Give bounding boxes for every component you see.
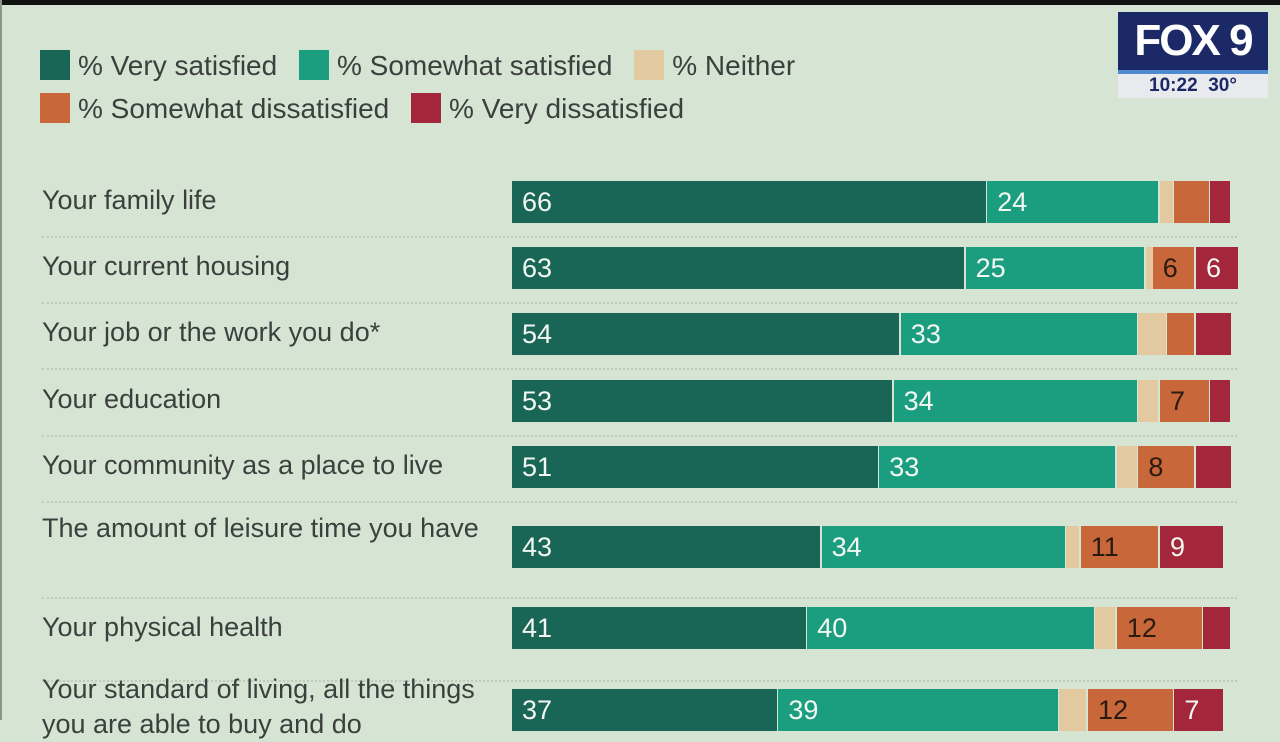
bar-segment: 40 (807, 607, 1094, 649)
bar-segment (1196, 446, 1231, 488)
bar-segment (1167, 313, 1195, 355)
legend-item-very-dissatisfied: % Very dissatisfied (411, 87, 684, 130)
logo-stripe (1118, 70, 1268, 74)
data-label: 34 (903, 386, 934, 416)
temperature: 30° (1208, 75, 1237, 96)
legend-swatch (634, 50, 665, 80)
category-label: Your family life (42, 185, 217, 215)
bar-segment: 34 (821, 526, 1065, 568)
legend-swatch (40, 93, 70, 123)
data-label: 33 (910, 319, 941, 349)
time: 10:22 (1149, 75, 1198, 96)
legend-item-very-satisfied: % Very satisfied (40, 44, 277, 87)
data-label: 8 (1148, 452, 1164, 482)
legend-item-neither: % Neither (634, 44, 795, 87)
legend-item-somewhat-dissatisfied: % Somewhat dissatisfied (40, 87, 389, 130)
bar-segment: 54 (512, 313, 900, 355)
row-separator (42, 236, 1237, 238)
data-label: 37 (522, 695, 553, 725)
bar-segment: 66 (512, 181, 986, 223)
data-label: 25 (975, 253, 1006, 283)
bar-segment: 53 (512, 380, 893, 422)
data-label: 43 (522, 532, 553, 562)
top-black-border (0, 0, 1280, 5)
data-label: 6 (1206, 253, 1222, 283)
data-label: 53 (522, 386, 553, 416)
data-label: 34 (831, 532, 862, 562)
legend-swatch (298, 50, 329, 80)
data-label: 41 (522, 613, 553, 643)
bar-segment (1210, 380, 1231, 422)
bar-segment (1145, 247, 1156, 289)
data-label: 51 (522, 452, 553, 482)
bar-segment: 33 (900, 313, 1137, 355)
bar-segment: 41 (512, 607, 806, 649)
bar-segment: 7 (1160, 380, 1209, 422)
data-label: 11 (1090, 532, 1119, 562)
bar-segment: 63 (512, 247, 965, 289)
data-label: 6 (1162, 253, 1178, 283)
bar-segment (1196, 313, 1231, 355)
bar-segment (1066, 526, 1080, 568)
bar-segment: 7 (1174, 689, 1224, 731)
row-separator (42, 501, 1237, 503)
bar-segment (1174, 181, 1209, 223)
fox9-bug-overlay: FOX 9 10:22 30° (1118, 12, 1268, 98)
category-label: Your current housing (42, 251, 291, 281)
bar-segment: 25 (965, 247, 1145, 289)
chart-legend: % Very satisfied % Somewhat satisfied % … (40, 44, 1100, 130)
bar-segment (1116, 446, 1137, 488)
data-label: 12 (1098, 695, 1129, 725)
category-label: The amount of leisure time you have (42, 513, 479, 543)
data-label: 12 (1126, 613, 1157, 643)
bar-segment: 8 (1138, 446, 1195, 488)
bar-segment: 34 (893, 380, 1137, 422)
bar-segment: 12 (1088, 689, 1173, 731)
bar-segment: 43 (512, 526, 821, 568)
bar-segment: 24 (987, 181, 1159, 223)
category-label: Your job or the work you do* (42, 317, 381, 347)
data-label: 63 (522, 253, 553, 283)
bar-segment (1095, 607, 1116, 649)
legend-swatch (40, 50, 70, 80)
legend-swatch (411, 93, 442, 123)
data-label: 66 (522, 187, 553, 217)
data-label: 54 (522, 319, 553, 349)
row-separator (42, 368, 1237, 370)
category-label: Your physical health (42, 612, 283, 642)
bar-segment: 9 (1160, 526, 1224, 568)
bar-segment (1210, 181, 1231, 223)
bar-segment: 6 (1152, 247, 1195, 289)
data-label: 39 (788, 695, 819, 725)
data-label: 7 (1170, 386, 1186, 416)
row-separator (42, 435, 1237, 437)
bar-segment: 39 (778, 689, 1058, 731)
data-label: 40 (817, 613, 848, 643)
data-label: 24 (997, 187, 1028, 217)
bar-segment: 51 (512, 446, 878, 488)
row-separator (42, 597, 1237, 599)
bar-segment: 6 (1196, 247, 1238, 289)
bar-segment (1138, 313, 1166, 355)
time-temperature: 10:22 30° (1118, 74, 1268, 98)
left-border (0, 0, 2, 720)
data-label: 7 (1184, 695, 1200, 725)
category-label: Your education (42, 384, 222, 414)
data-label: 33 (889, 452, 920, 482)
bar-segment (1059, 689, 1087, 731)
row-separator (42, 302, 1237, 304)
bar-segment: 33 (879, 446, 1116, 488)
bar-segment (1138, 380, 1159, 422)
bar-segment: 12 (1116, 607, 1202, 649)
category-label: Your community as a place to live (42, 450, 444, 480)
row-separator (42, 680, 1237, 682)
legend-item-somewhat-satisfied: % Somewhat satisfied (298, 44, 612, 87)
data-label: 9 (1170, 532, 1186, 562)
bar-segment: 37 (512, 689, 777, 731)
category-label: Your standard of living, all the things … (42, 674, 475, 739)
fox9-logo: FOX 9 (1118, 12, 1268, 70)
bar-segment (1203, 607, 1231, 649)
bar-segment: 11 (1080, 526, 1159, 568)
bar-segment (1160, 181, 1173, 223)
